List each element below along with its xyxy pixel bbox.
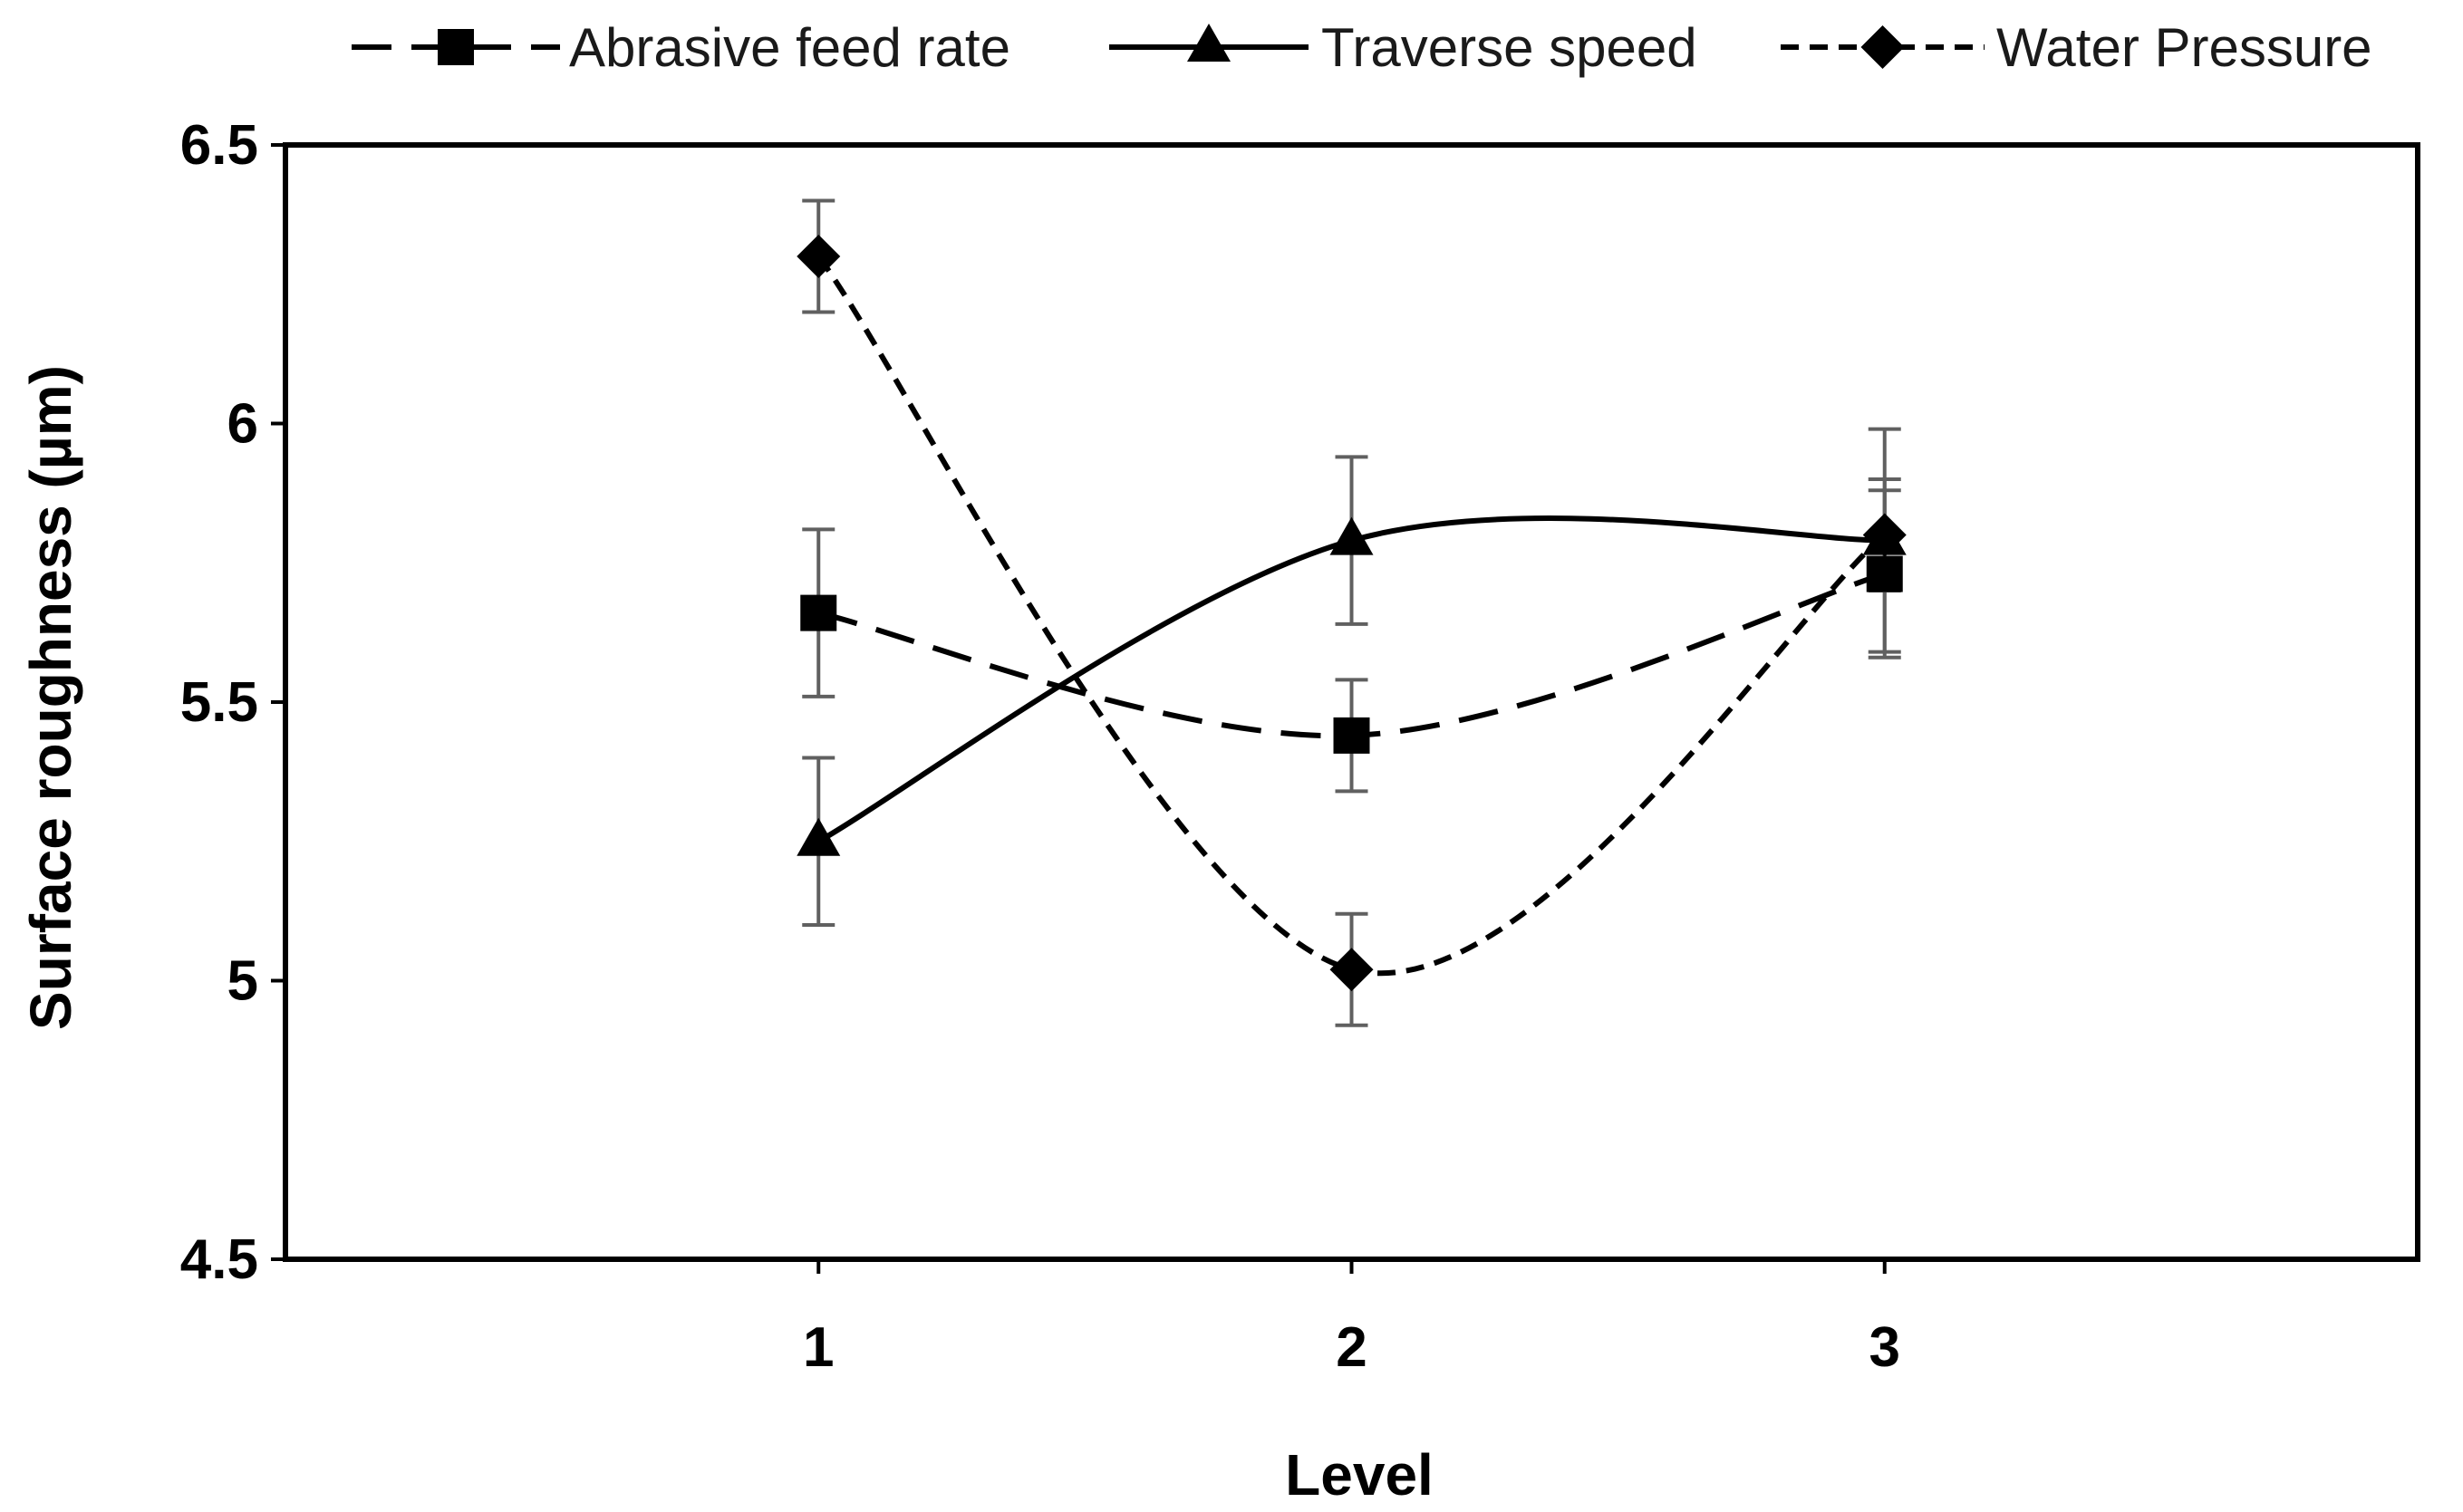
traverse-speed-point: [797, 817, 841, 856]
abrasive-feed-rate-point: [1333, 717, 1370, 754]
water-pressure-point: [797, 235, 841, 278]
y-axis-title: Surface roughness (µm): [18, 365, 83, 1030]
legend-abrasive-feed-rate-marker: [438, 29, 474, 65]
legend-traverse-speed-label: Traverse speed: [1321, 17, 1697, 78]
legend-abrasive-feed-rate-label: Abrasive feed rate: [569, 17, 1010, 78]
x-axis-title: Level: [1285, 1442, 1434, 1507]
legend-water-pressure-marker: [1860, 25, 1905, 69]
water-pressure-point: [1329, 948, 1374, 992]
x-tick-label: 1: [803, 1316, 834, 1379]
water-pressure-line: [816, 255, 1887, 977]
abrasive-feed-rate-point: [800, 594, 837, 631]
traverse-speed-point: [1329, 516, 1374, 555]
x-tick-label: 3: [1869, 1316, 1900, 1379]
y-tick-label: 5.5: [180, 671, 258, 734]
x-tick-label: 2: [1336, 1316, 1367, 1379]
y-tick-label: 6.5: [180, 114, 258, 177]
legend-water-pressure-label: Water Pressure: [1996, 17, 2372, 78]
abrasive-feed-rate-point: [1866, 555, 1903, 592]
y-tick-label: 5: [227, 950, 258, 1013]
legend-traverse-speed-marker: [1187, 23, 1231, 62]
y-tick-label: 4.5: [180, 1228, 258, 1291]
y-tick-label: 6: [227, 393, 258, 456]
water-pressure-point: [1862, 513, 1907, 557]
